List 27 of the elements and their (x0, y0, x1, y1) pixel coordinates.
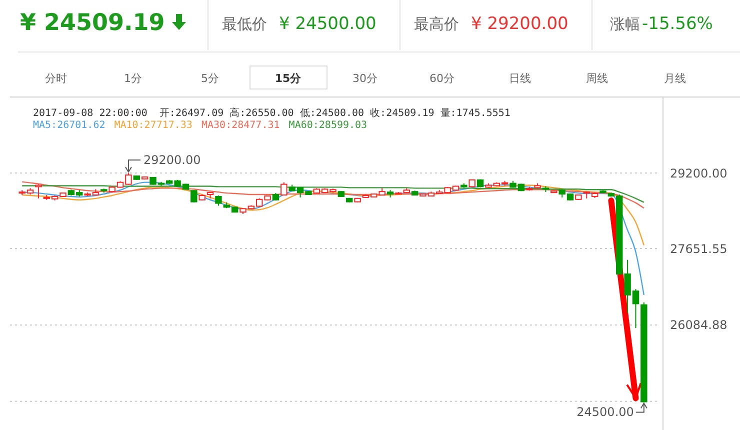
text: -15.56% (642, 14, 713, 34)
annotation: 24500.00 (576, 405, 634, 420)
text: ¥ 24500.00 (279, 14, 376, 34)
text: 月线 (664, 72, 686, 85)
text: 60分 (430, 72, 454, 85)
annotation: 2017-09-08 22:00:00 开:26497.09 高:26550.00 低:24500.00 收:24509.19 量:1745.5551 (33, 107, 510, 119)
text: 30分 (352, 72, 378, 85)
text: ¥ 29200.00 (471, 14, 568, 34)
y-tick-label: 29200.00 (670, 166, 728, 180)
text: MA60:28599.03 (288, 120, 368, 131)
y-tick-label: 26084.88 (670, 318, 728, 332)
chart-title: ¥ 24509.19 (20, 10, 165, 36)
text: 周线 (586, 72, 608, 85)
line-series (21, 181, 645, 209)
text: 涨幅 (610, 15, 640, 33)
text: 分时 (45, 72, 67, 85)
text: 最高价 (414, 15, 459, 33)
y-tick-label: 27651.55 (670, 242, 728, 256)
text: 最低价 (222, 15, 267, 33)
text: 15分 (274, 72, 302, 85)
text: MA10:27717.33 (114, 120, 192, 131)
text: 1分 (124, 72, 142, 85)
annotation: 29200.00 (143, 153, 201, 168)
text: 日线 (509, 72, 531, 85)
text: MA5:26701.62 (33, 120, 106, 131)
text: 5分 (201, 72, 219, 85)
text: MA30:28477.31 (202, 120, 280, 131)
